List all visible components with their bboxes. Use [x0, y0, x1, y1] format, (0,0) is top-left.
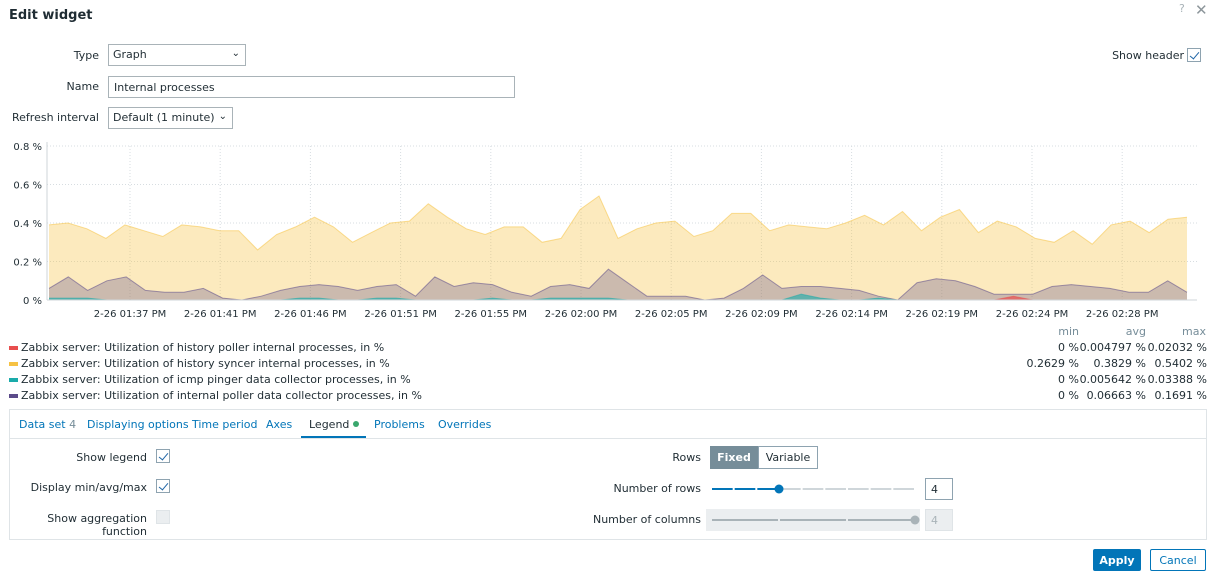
type-select-value: Graph: [113, 48, 147, 61]
refresh-interval-label: Refresh interval: [12, 111, 99, 124]
chart-series: [48, 195, 1188, 301]
show-legend-label: Show legend: [76, 451, 147, 464]
legend-min-header: min: [1058, 325, 1079, 338]
type-label: Type: [73, 49, 99, 62]
tab-problems[interactable]: Problems: [374, 418, 425, 431]
legend-name: Zabbix server: Utilization of history sy…: [21, 357, 390, 370]
legend-avg: 0.005642 %: [1079, 373, 1146, 386]
legend-min: 0.2629 %: [1026, 357, 1079, 370]
number-of-columns-input[interactable]: 4: [925, 509, 953, 531]
rows-variable-toggle[interactable]: Variable: [758, 446, 818, 469]
status-dot-icon: [353, 421, 360, 427]
y-tick-label: 0.8 %: [13, 142, 42, 153]
number-of-rows-input[interactable]: 4: [925, 478, 953, 500]
tab-axes[interactable]: Axes: [266, 418, 293, 431]
series-area-0: [49, 196, 1187, 300]
legend-swatch: [9, 362, 18, 366]
legend-min: 0 %: [1058, 341, 1079, 354]
slider-handle[interactable]: [910, 515, 920, 525]
legend-name: Zabbix server: Utilization of history po…: [21, 341, 385, 354]
tab-legend-label: Legend: [309, 418, 350, 431]
number-of-rows-label: Number of rows: [613, 482, 701, 495]
display-minmax-label: Display min/avg/max: [30, 481, 147, 494]
y-tick-label: 0.2 %: [13, 258, 42, 269]
show-header-checkbox[interactable]: [1187, 48, 1201, 62]
chevron-down-icon: ⌄: [231, 48, 240, 59]
legend-row: Zabbix server: Utilization of history po…: [9, 341, 1207, 357]
x-tick-label: 2-26 01:46 PM: [274, 309, 347, 318]
legend-min: 0 %: [1058, 373, 1079, 386]
legend-min: 0 %: [1058, 389, 1079, 402]
display-minmax-checkbox[interactable]: [156, 479, 170, 493]
slider-handle[interactable]: [774, 484, 784, 494]
active-tab-indicator: [301, 436, 366, 438]
dialog-title: Edit widget: [9, 8, 93, 23]
x-tick-label: 2-26 01:55 PM: [455, 309, 528, 318]
legend-max: 0.02032 %: [1147, 341, 1207, 354]
legend-name: Zabbix server: Utilization of icmp pinge…: [21, 373, 411, 386]
legend-avg: 0.3829 %: [1093, 357, 1146, 370]
number-of-columns-slider[interactable]: [706, 509, 920, 531]
x-tick-label: 2-26 01:51 PM: [364, 309, 437, 318]
refresh-interval-select[interactable]: Default (1 minute) ⌄: [108, 107, 233, 129]
cancel-button[interactable]: Cancel: [1150, 549, 1206, 571]
tab-data-set-count: 4: [69, 418, 77, 431]
legend-swatch: [9, 346, 18, 350]
x-tick-label: 2-26 02:28 PM: [1086, 309, 1159, 318]
graph-preview: 0.8 % 0.6 % 0.4 % 0.2 % 0 % 2-26 01:37 PM 2-26…: [13, 142, 1197, 318]
chevron-down-icon: ⌄: [218, 111, 227, 122]
legend-swatch: [9, 394, 18, 398]
widget-config-panel: Data set 4 Displaying options Time perio…: [9, 409, 1207, 540]
legend-row: Zabbix server: Utilization of icmp pinge…: [9, 373, 1207, 389]
y-tick-label: 0.4 %: [13, 219, 42, 230]
name-input[interactable]: Internal processes: [108, 76, 515, 98]
legend-row: Zabbix server: Utilization of history sy…: [9, 357, 1207, 373]
tab-bar: Data set 4 Displaying options Time perio…: [10, 410, 1206, 439]
legend-max: 0.03388 %: [1147, 373, 1207, 386]
apply-button[interactable]: Apply: [1093, 549, 1141, 571]
series-area-1: [49, 269, 1187, 300]
show-aggregation-checkbox[interactable]: [156, 510, 170, 524]
show-aggregation-label: Show aggregation function: [47, 512, 147, 538]
rows-fixed-toggle[interactable]: Fixed: [710, 446, 758, 469]
x-tick-label: 2-26 02:00 PM: [545, 309, 618, 318]
x-tick-label: 2-26 02:19 PM: [906, 309, 979, 318]
legend-avg-header: avg: [1125, 325, 1146, 338]
chart-axes: 0.8 % 0.6 % 0.4 % 0.2 % 0 % 2-26 01:37 PM 2-26…: [13, 142, 1197, 318]
x-tick-label: 2-26 02:14 PM: [815, 309, 888, 318]
number-of-rows-slider[interactable]: [706, 478, 920, 500]
legend-name: Zabbix server: Utilization of internal p…: [21, 389, 422, 402]
y-tick-label: 0.6 %: [13, 181, 42, 192]
help-icon[interactable]: ?: [1179, 2, 1185, 15]
tab-legend[interactable]: Legend: [309, 418, 360, 431]
y-tick-label: 0 %: [23, 296, 42, 307]
x-tick-label: 2-26 01:41 PM: [184, 309, 257, 318]
x-tick-label: 2-26 02:09 PM: [725, 309, 798, 318]
series-line-0: [48, 195, 1188, 251]
tab-displaying-options[interactable]: Displaying options: [87, 418, 189, 431]
legend-avg: 0.004797 %: [1079, 341, 1146, 354]
legend-swatch: [9, 378, 18, 382]
name-label: Name: [66, 80, 99, 93]
number-of-columns-label: Number of columns: [592, 513, 701, 526]
rows-label: Rows: [672, 451, 701, 464]
type-select[interactable]: Graph ⌄: [108, 44, 246, 66]
legend-max-header: max: [1182, 325, 1206, 338]
tab-data-set-label: Data set: [19, 418, 66, 431]
x-tick-label: 2-26 02:05 PM: [635, 309, 708, 318]
tab-time-period[interactable]: Time period: [192, 418, 258, 431]
legend-max: 0.5402 %: [1154, 357, 1207, 370]
tab-data-set[interactable]: Data set 4: [19, 418, 76, 431]
close-icon[interactable]: ✕: [1195, 1, 1208, 19]
legend-avg: 0.06663 %: [1086, 389, 1146, 402]
show-legend-checkbox[interactable]: [156, 449, 170, 463]
x-tick-label: 2-26 02:24 PM: [996, 309, 1069, 318]
show-header-label: Show header: [1112, 49, 1184, 62]
legend-row: Zabbix server: Utilization of internal p…: [9, 389, 1207, 405]
refresh-interval-value: Default (1 minute): [113, 111, 215, 124]
legend-max: 0.1691 %: [1154, 389, 1207, 402]
x-tick-label: 2-26 01:37 PM: [94, 309, 167, 318]
tab-overrides[interactable]: Overrides: [438, 418, 492, 431]
